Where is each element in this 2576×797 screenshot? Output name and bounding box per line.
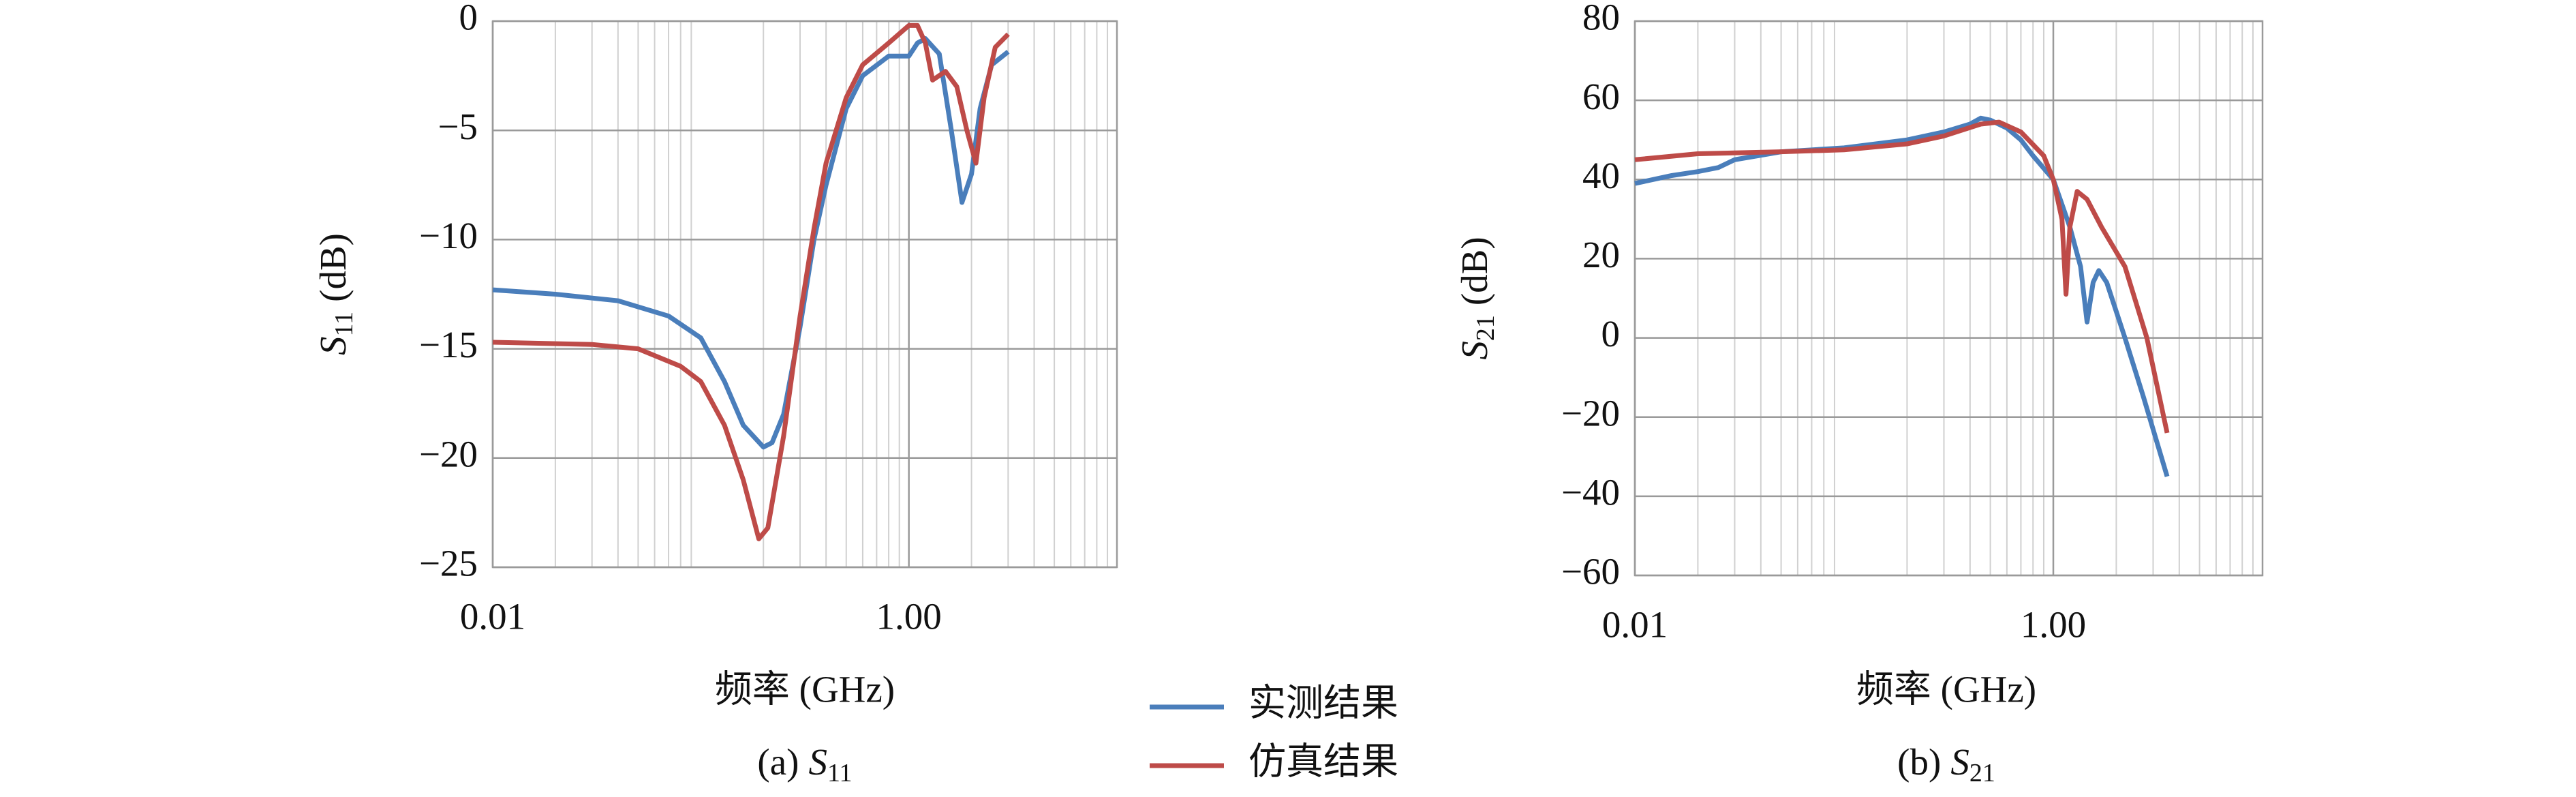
x-axis-label: 频率 (GHz) [1856, 669, 2036, 710]
y-tick-label: 20 [1582, 234, 1620, 275]
y-tick-label: −60 [1561, 551, 1620, 592]
y-tick-label: 0 [459, 0, 478, 38]
y-tick-label: −5 [438, 106, 478, 147]
x-tick-label: 0.01 [1602, 604, 1668, 646]
series-line [492, 22, 1010, 541]
y-tick-label: −10 [419, 215, 478, 256]
y-tick-label: −40 [1561, 471, 1620, 513]
series-line [492, 36, 1010, 450]
y-axis-label: S21 (dB) [1454, 237, 1500, 359]
legend-label: 仿真结果 [1248, 741, 1398, 783]
series-line [1634, 115, 2170, 477]
caption-prefix: (b) [1897, 741, 1941, 783]
y-tick-label: 80 [1582, 0, 1620, 38]
y-tick-label: −20 [419, 433, 478, 475]
caption: (a) S11 [757, 741, 852, 787]
y-tick-label: −20 [1561, 392, 1620, 434]
series-line [1634, 119, 2170, 434]
plot-frame [1634, 20, 2264, 577]
plot-frame [491, 20, 1118, 569]
x-tick-label: 1.00 [876, 596, 942, 637]
x-tick-label: 0.01 [460, 596, 525, 637]
y-axis-unit: (dB) [312, 233, 354, 302]
y-axis-subscript: 11 [330, 312, 358, 337]
y-axis-symbol: S [1454, 341, 1495, 360]
y-tick-label: 0 [1601, 313, 1621, 355]
caption-subscript: 11 [827, 759, 853, 787]
legend-label: 实测结果 [1248, 682, 1398, 724]
y-axis-unit: (dB) [1454, 237, 1495, 305]
y-axis-subscript: 21 [1471, 315, 1500, 341]
caption-symbol: S [808, 741, 827, 783]
caption-prefix: (a) [757, 741, 799, 783]
caption-subscript: 21 [1969, 759, 1995, 787]
y-axis-label: S11 (dB) [312, 233, 358, 355]
y-tick-label: 60 [1582, 76, 1620, 117]
caption-symbol: S [1950, 741, 1969, 783]
y-tick-label: 40 [1582, 155, 1620, 196]
x-tick-label: 1.00 [2021, 604, 2086, 646]
x-axis-label: 频率 (GHz) [715, 669, 895, 710]
y-axis-symbol: S [312, 336, 354, 355]
y-tick-label: −15 [419, 324, 478, 365]
y-tick-label: −25 [419, 543, 478, 584]
caption: (b) S21 [1897, 741, 1995, 787]
